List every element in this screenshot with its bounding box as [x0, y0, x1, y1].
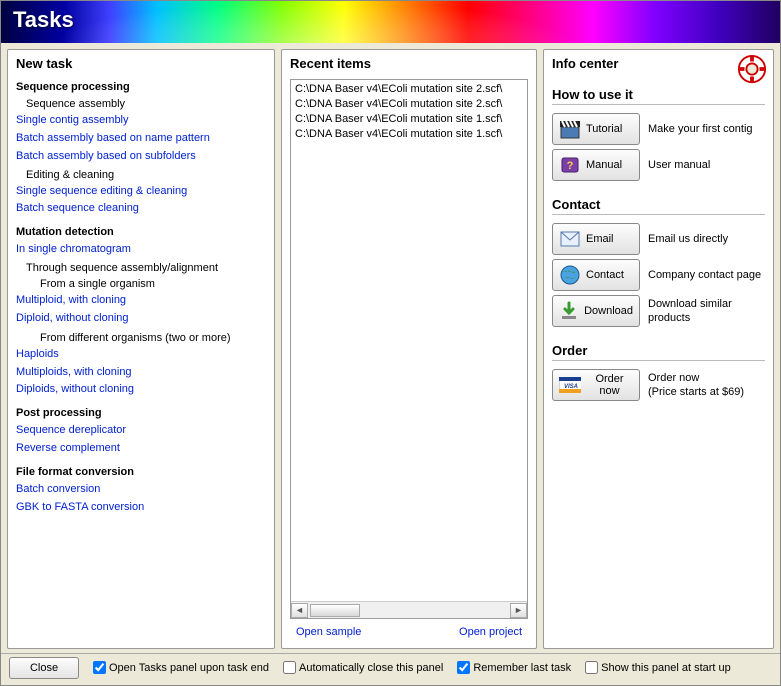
recent-item[interactable]: C:\DNA Baser v4\EColi mutation site 1.sc…	[295, 112, 523, 127]
recent-item[interactable]: C:\DNA Baser v4\EColi mutation site 1.sc…	[295, 127, 523, 142]
recent-items-panel: Recent items C:\DNA Baser v4\EColi mutat…	[281, 49, 537, 649]
recent-title: Recent items	[290, 56, 528, 71]
cb-auto-close-input[interactable]	[283, 661, 296, 674]
recent-item[interactable]: C:\DNA Baser v4\EColi mutation site 2.sc…	[295, 97, 523, 112]
link-haploids[interactable]: Haploids	[16, 347, 266, 362]
mail-icon	[559, 228, 581, 250]
subsection-through-align: Through sequence assembly/alignment	[26, 262, 266, 274]
link-batch-subfolders[interactable]: Batch assembly based on subfolders	[16, 149, 266, 164]
link-diploid-no-cloning[interactable]: Diploid, without cloning	[16, 311, 266, 326]
clapper-icon	[559, 118, 581, 140]
section-file-conv: File format conversion	[16, 466, 266, 478]
info-heading-order: Order	[552, 343, 765, 361]
scroll-left-icon[interactable]: ◄	[291, 603, 308, 618]
link-single-contig[interactable]: Single contig assembly	[16, 113, 266, 128]
info-heading-contact: Contact	[552, 197, 765, 215]
section-seq-proc: Sequence processing	[16, 81, 266, 93]
link-diploids-no-cloning[interactable]: Diploids, without cloning	[16, 382, 266, 397]
svg-text:?: ?	[567, 160, 574, 172]
recent-item[interactable]: C:\DNA Baser v4\EColi mutation site 2.sc…	[295, 82, 523, 97]
manual-button[interactable]: ? Manual	[552, 149, 640, 181]
order-desc: Order now (Price starts at $69)	[648, 371, 744, 400]
subsection-editing: Editing & cleaning	[26, 169, 266, 181]
link-batch-seq-clean[interactable]: Batch sequence cleaning	[16, 201, 266, 216]
link-batch-name-pattern[interactable]: Batch assembly based on name pattern	[16, 131, 266, 146]
header: Tasks	[1, 1, 780, 43]
cb-remember-last[interactable]: Remember last task	[457, 661, 571, 674]
download-icon	[559, 300, 579, 322]
email-desc: Email us directly	[648, 232, 728, 246]
info-center-panel: Info center How to use it Tutorial Make …	[543, 49, 774, 649]
cb-open-on-task-end-input[interactable]	[93, 661, 106, 674]
info-heading-howto: How to use it	[552, 87, 765, 105]
cb-show-startup[interactable]: Show this panel at start up	[585, 661, 731, 674]
download-desc: Download similar products	[648, 297, 765, 326]
cb-open-on-task-end[interactable]: Open Tasks panel upon task end	[93, 661, 269, 674]
section-mutation: Mutation detection	[16, 226, 266, 238]
manual-desc: User manual	[648, 158, 710, 172]
link-single-chromatogram[interactable]: In single chromatogram	[16, 242, 266, 257]
cb-remember-last-input[interactable]	[457, 661, 470, 674]
link-multiploid-cloning[interactable]: Multiploid, with cloning	[16, 293, 266, 308]
book-icon: ?	[559, 154, 581, 176]
cb-show-startup-input[interactable]	[585, 661, 598, 674]
info-title: Info center	[552, 56, 765, 71]
lifebuoy-icon	[737, 54, 767, 84]
tutorial-desc: Make your first contig	[648, 122, 753, 136]
subsection-assembly: Sequence assembly	[26, 98, 266, 110]
recent-list[interactable]: C:\DNA Baser v4\EColi mutation site 2.sc…	[290, 79, 528, 619]
manual-label: Manual	[586, 159, 622, 171]
new-task-title: New task	[16, 56, 266, 71]
contact-desc: Company contact page	[648, 268, 761, 282]
scroll-right-icon[interactable]: ►	[510, 603, 527, 618]
download-label: Download	[584, 305, 633, 317]
link-dereplicator[interactable]: Sequence dereplicator	[16, 423, 266, 438]
close-button[interactable]: Close	[9, 657, 79, 679]
section-post-proc: Post processing	[16, 407, 266, 419]
link-open-sample[interactable]: Open sample	[296, 625, 361, 640]
globe-icon	[559, 264, 581, 286]
contact-button[interactable]: Contact	[552, 259, 640, 291]
horizontal-scrollbar[interactable]: ◄ ►	[291, 601, 527, 618]
header-title: Tasks	[1, 1, 780, 39]
order-label: Order now	[586, 373, 633, 397]
download-button[interactable]: Download	[552, 295, 640, 327]
email-button[interactable]: Email	[552, 223, 640, 255]
link-open-project[interactable]: Open project	[459, 625, 522, 640]
cb-auto-close[interactable]: Automatically close this panel	[283, 661, 443, 674]
email-label: Email	[586, 233, 614, 245]
contact-label: Contact	[586, 269, 624, 281]
tutorial-button[interactable]: Tutorial	[552, 113, 640, 145]
subsub-different-organisms: From different organisms (two or more)	[40, 332, 266, 344]
scroll-thumb[interactable]	[310, 604, 360, 617]
svg-text:VISA: VISA	[564, 384, 578, 390]
order-button[interactable]: VISA Order now	[552, 369, 640, 401]
footer: Close Open Tasks panel upon task end Aut…	[1, 653, 780, 681]
new-task-panel: New task Sequence processing Sequence as…	[7, 49, 275, 649]
tutorial-label: Tutorial	[586, 123, 622, 135]
main-area: New task Sequence processing Sequence as…	[1, 43, 780, 653]
link-reverse-complement[interactable]: Reverse complement	[16, 441, 266, 456]
visa-icon: VISA	[559, 374, 581, 396]
link-multiploids-cloning[interactable]: Multiploids, with cloning	[16, 365, 266, 380]
link-batch-conversion[interactable]: Batch conversion	[16, 482, 266, 497]
link-single-seq-edit[interactable]: Single sequence editing & cleaning	[16, 184, 266, 199]
link-gbk-fasta[interactable]: GBK to FASTA conversion	[16, 500, 266, 515]
subsub-single-organism: From a single organism	[40, 278, 266, 290]
